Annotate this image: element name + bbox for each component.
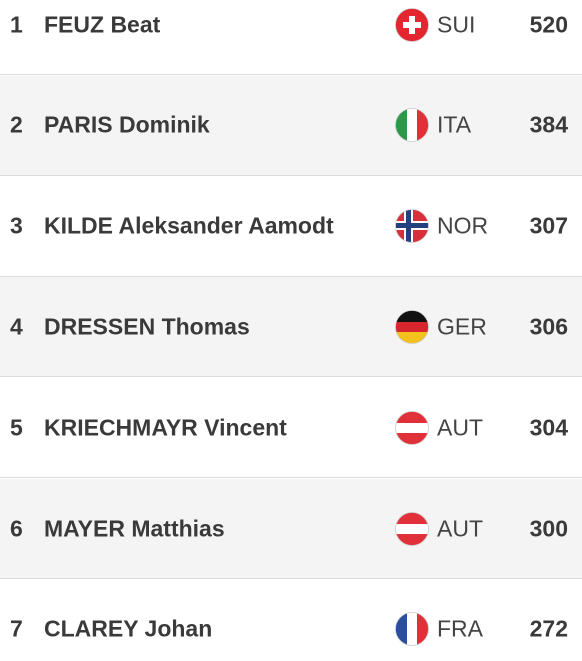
rank: 7 [10, 615, 23, 642]
standings-row: 6 MAYER Matthias AUT 300 [0, 479, 582, 579]
standings-row: 7 CLAREY Johan FRA 272 [0, 580, 582, 661]
flag-icon [395, 7, 429, 42]
standings-row: 3 KILDE Aleksander Aamodt NOR 307 [0, 177, 582, 277]
points: 384 [529, 111, 568, 138]
flag-icon [395, 612, 429, 647]
athlete-name: MAYER Matthias [44, 515, 225, 541]
points: 304 [529, 414, 568, 441]
points: 306 [529, 313, 568, 340]
standings-row: 1 FEUZ Beat SUI 520 [0, 0, 582, 75]
rank: 4 [10, 313, 23, 340]
points: 272 [529, 615, 568, 642]
rank: 3 [10, 212, 23, 239]
flag-icon [395, 410, 429, 445]
flag-icon [395, 511, 429, 546]
standings-row: 4 DRESSEN Thomas GER 306 [0, 277, 582, 378]
athlete-name: DRESSEN Thomas [44, 313, 250, 340]
flag-icon [395, 108, 429, 143]
standings-row: 2 PARIS Dominik ITA 384 [0, 75, 582, 176]
flag-icon [395, 309, 429, 344]
flag-icon [395, 209, 429, 243]
points: 307 [529, 212, 568, 239]
rank: 5 [10, 414, 23, 441]
athlete-name: FEUZ Beat [44, 11, 161, 37]
country-code: FRA [437, 615, 483, 642]
rank: 2 [10, 111, 23, 138]
rank: 1 [10, 11, 23, 37]
points: 300 [529, 515, 568, 541]
country-code: SUI [437, 11, 476, 37]
country-code: ITA [437, 111, 472, 138]
country-code: AUT [437, 515, 483, 541]
points: 520 [529, 11, 568, 37]
athlete-name: CLAREY Johan [44, 615, 213, 642]
country-code: GER [437, 313, 487, 340]
standings-row: 5 KRIECHMAYR Vincent AUT 304 [0, 378, 582, 479]
rank: 6 [10, 515, 23, 541]
country-code: NOR [437, 212, 489, 239]
athlete-name: PARIS Dominik [44, 111, 210, 138]
country-code: AUT [437, 414, 483, 441]
athlete-name: KILDE Aleksander Aamodt [44, 212, 334, 239]
athlete-name: KRIECHMAYR Vincent [44, 414, 287, 441]
